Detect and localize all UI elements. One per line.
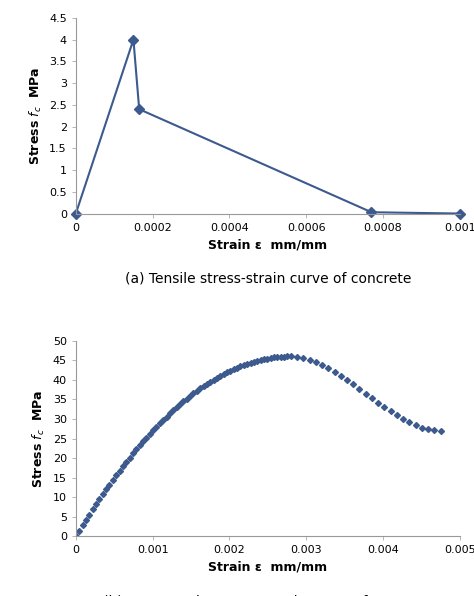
Y-axis label: Stress $\mathit{f_c}$  MPa: Stress $\mathit{f_c}$ MPa: [31, 389, 47, 488]
X-axis label: Strain ε  mm/mm: Strain ε mm/mm: [208, 561, 328, 574]
Text: (a) Tensile stress-strain curve of concrete: (a) Tensile stress-strain curve of concr…: [125, 272, 411, 286]
Y-axis label: Stress $\mathit{f_c}$  MPa: Stress $\mathit{f_c}$ MPa: [27, 67, 44, 165]
X-axis label: Strain ε  mm/mm: Strain ε mm/mm: [208, 238, 328, 251]
Text: (b) Compressive stress-strain curve of concrete: (b) Compressive stress-strain curve of c…: [103, 595, 432, 596]
